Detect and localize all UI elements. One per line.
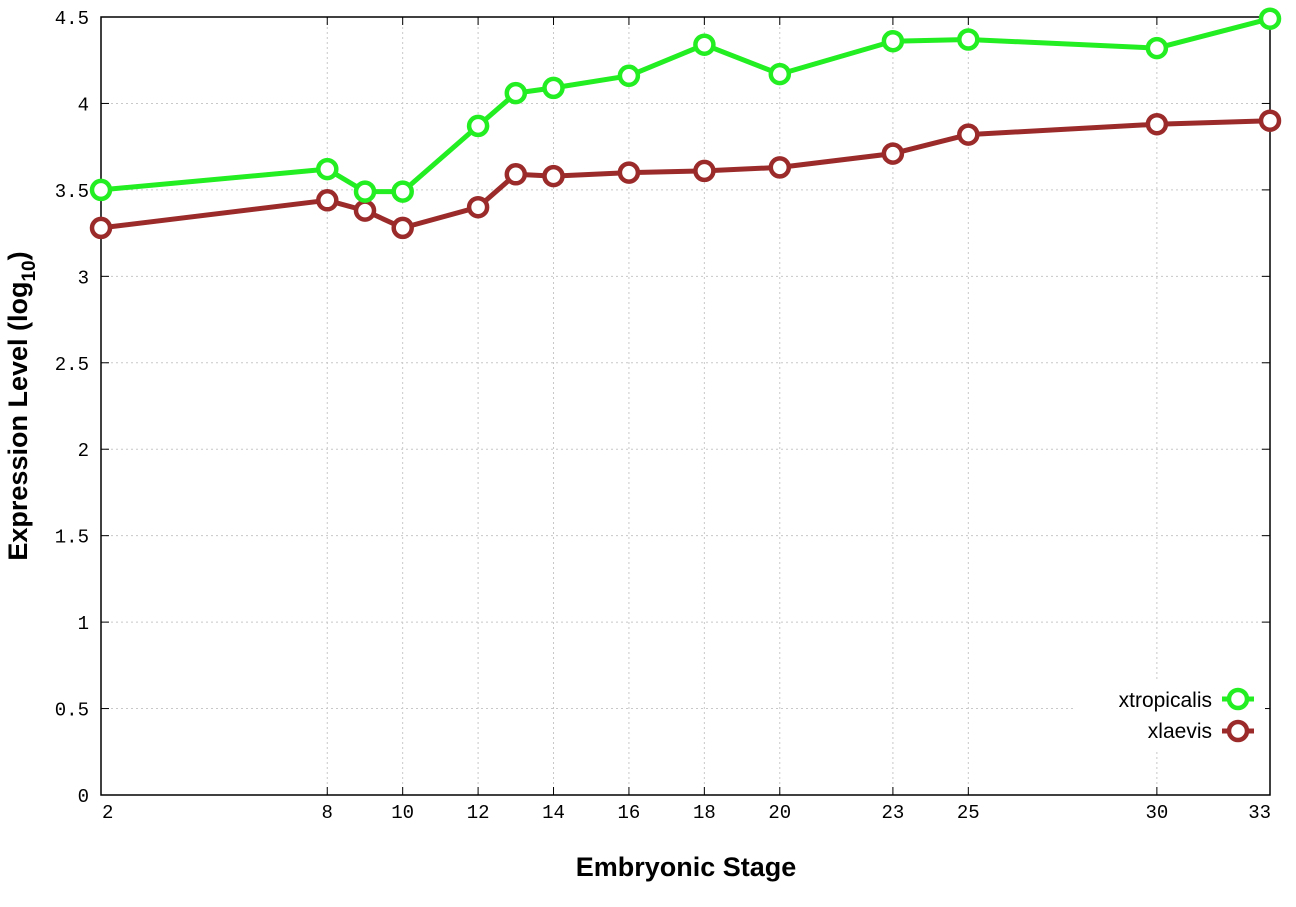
x-tick-label: 33	[1248, 802, 1271, 824]
data-point-xtropicalis	[881, 29, 905, 53]
y-axis-title-main: Expression Level (log	[3, 282, 33, 561]
x-tick-label: 8	[322, 802, 333, 824]
y-tick-label: 0.5	[55, 700, 89, 722]
x-tick-label: 18	[693, 802, 716, 824]
y-tick-label: 0	[78, 786, 89, 808]
data-point-xlaevis	[542, 164, 565, 188]
data-point-xlaevis	[316, 189, 339, 212]
legend-marker-xtropicalis	[1226, 687, 1250, 711]
legend-marker-xlaevis	[1226, 719, 1250, 743]
y-axis-title: Expression Level (log10)	[3, 251, 40, 560]
data-point-xtropicalis	[1145, 36, 1169, 60]
series-xlaevis	[89, 109, 1282, 240]
y-axis-title-close: )	[3, 251, 33, 260]
data-point-xlaevis	[1258, 109, 1282, 132]
series-group	[89, 7, 1282, 240]
y-tick-label: 4.5	[55, 8, 89, 30]
data-point-xtropicalis	[542, 76, 565, 100]
axis-ticks: 0 0.5 1 1.5 2 2.5 3 3.5 4 4.5 2 8 10 12 14 16 18 20 23 25 30…	[55, 8, 1271, 824]
data-point-xtropicalis	[316, 157, 339, 181]
x-tick-label: 25	[957, 802, 980, 824]
data-point-xtropicalis	[617, 64, 641, 88]
y-tick-label: 1.5	[55, 527, 89, 549]
x-tick-label: 2	[102, 802, 113, 824]
legend: xtropicalis xlaevis	[1075, 680, 1265, 750]
data-point-xtropicalis	[89, 178, 113, 202]
data-point-xlaevis	[768, 156, 792, 179]
data-point-xlaevis	[881, 142, 905, 165]
data-point-xlaevis	[391, 216, 414, 240]
x-tick-label: 14	[542, 802, 565, 824]
data-point-xlaevis	[504, 163, 528, 186]
x-tick-label: 12	[467, 802, 490, 824]
x-tick-label: 23	[881, 802, 904, 824]
y-tick-label: 3	[78, 267, 89, 289]
y-axis-title-sub: 10	[19, 260, 40, 281]
y-tick-label: 1	[78, 613, 89, 635]
y-tick-label: 2.5	[55, 354, 89, 376]
x-axis-title: Embryonic Stage	[576, 852, 797, 882]
data-point-xtropicalis	[693, 33, 716, 56]
data-point-xtropicalis	[353, 180, 377, 203]
y-tick-label: 4	[78, 94, 89, 116]
legend-label-xtropicalis: xtropicalis	[1119, 689, 1212, 712]
series-xtropicalis	[89, 7, 1282, 203]
data-point-xtropicalis	[957, 28, 980, 51]
data-point-xtropicalis	[391, 180, 414, 203]
data-point-xlaevis	[693, 159, 716, 183]
data-point-xlaevis	[617, 161, 641, 184]
data-point-xlaevis	[353, 199, 377, 222]
data-point-xtropicalis	[768, 62, 792, 86]
data-point-xtropicalis	[504, 81, 528, 105]
plot-frame	[100, 16, 1271, 796]
grid-lines	[101, 17, 1270, 795]
data-point-xtropicalis	[466, 114, 490, 138]
data-point-xtropicalis	[1258, 7, 1282, 30]
legend-label-xlaevis: xlaevis	[1148, 720, 1212, 743]
y-tick-label: 2	[78, 440, 89, 462]
data-point-xlaevis	[89, 216, 113, 240]
y-tick-label: 3.5	[55, 181, 89, 203]
data-point-xlaevis	[466, 195, 490, 219]
x-tick-label: 10	[391, 802, 414, 824]
x-tick-label: 16	[618, 802, 641, 824]
x-tick-label: 20	[768, 802, 791, 824]
data-point-xlaevis	[1145, 112, 1169, 136]
x-tick-label: 30	[1145, 802, 1168, 824]
series-line-xtropicalis	[100, 16, 1271, 195]
data-point-xlaevis	[957, 123, 980, 146]
